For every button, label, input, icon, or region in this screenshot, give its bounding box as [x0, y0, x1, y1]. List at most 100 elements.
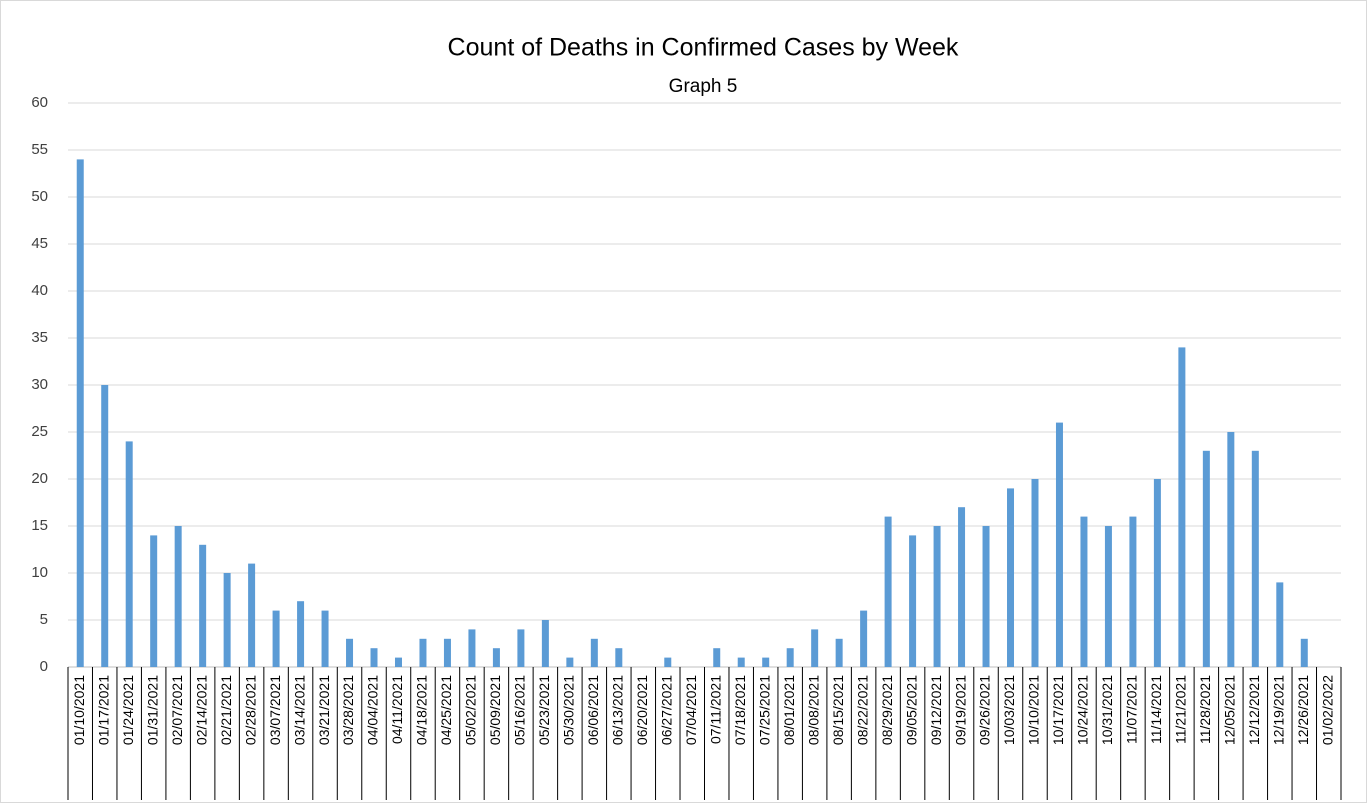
x-tick-label: 08/01/2021: [781, 675, 797, 745]
chart-title: Count of Deaths in Confirmed Cases by We…: [448, 34, 959, 62]
x-tick-label: 02/14/2021: [193, 675, 209, 745]
bar: [370, 648, 378, 667]
y-tick-label: 25: [31, 423, 48, 440]
bar: [1227, 432, 1235, 667]
x-tick-label: 11/14/2021: [1148, 675, 1164, 744]
bar: [1055, 422, 1063, 667]
bar: [199, 544, 207, 667]
bar: [835, 638, 843, 667]
bar: [517, 629, 525, 667]
x-tick-label: 12/19/2021: [1271, 675, 1287, 745]
bar: [1080, 516, 1088, 667]
bar: [468, 629, 476, 667]
bar: [615, 648, 623, 667]
bar: [321, 610, 329, 667]
x-tick-label: 01/24/2021: [120, 675, 136, 745]
x-tick-label: 11/28/2021: [1197, 675, 1213, 744]
bar: [101, 385, 109, 667]
x-tick-label: 08/22/2021: [854, 675, 870, 745]
bar: [1202, 450, 1210, 667]
x-tick-label: 09/12/2021: [928, 675, 944, 745]
bar: [737, 657, 745, 667]
bar: [1178, 347, 1186, 667]
bar: [492, 648, 500, 667]
y-tick-label: 45: [31, 235, 48, 252]
x-tick-label: 03/28/2021: [340, 675, 356, 745]
x-tick-label: 12/26/2021: [1295, 675, 1311, 745]
x-tick-label: 01/02/2022: [1319, 675, 1335, 745]
x-tick-label: 07/11/2021: [707, 675, 723, 744]
y-tick-label: 0: [40, 658, 48, 675]
bar: [786, 648, 794, 667]
y-tick-label: 15: [31, 517, 48, 534]
x-tick-label: 09/19/2021: [952, 675, 968, 745]
bar: [125, 441, 133, 667]
bar: [1276, 582, 1284, 667]
y-tick-label: 10: [31, 564, 48, 581]
x-tick-label: 06/13/2021: [610, 675, 626, 745]
y-tick-label: 40: [31, 282, 48, 299]
x-tick-label: 10/24/2021: [1075, 675, 1091, 745]
x-tick-label: 06/06/2021: [585, 675, 601, 745]
x-tick-label: 05/30/2021: [561, 675, 577, 745]
x-tick-label: 02/28/2021: [242, 675, 258, 745]
x-tick-label: 05/16/2021: [512, 675, 528, 745]
x-tick-label: 11/21/2021: [1173, 675, 1189, 744]
bar: [933, 526, 941, 667]
x-tick-label: 10/31/2021: [1099, 675, 1115, 745]
x-tick-label: 07/18/2021: [732, 675, 748, 745]
bar: [664, 657, 672, 667]
bar: [1104, 526, 1112, 667]
x-tick-label: 08/15/2021: [830, 675, 846, 745]
bar: [297, 601, 305, 667]
x-tick-label: 10/03/2021: [1001, 675, 1017, 745]
bar: [248, 563, 256, 667]
x-tick-label: 04/04/2021: [365, 675, 381, 745]
bar: [884, 516, 892, 667]
x-tick-label: 02/07/2021: [169, 675, 185, 745]
bar: [590, 638, 598, 667]
bar: [1153, 479, 1161, 667]
x-tick-label: 01/31/2021: [144, 675, 160, 745]
y-tick-label: 20: [31, 470, 48, 487]
bar: [1251, 450, 1259, 667]
y-tick-label: 35: [31, 329, 48, 346]
x-tick-label: 03/07/2021: [267, 675, 283, 745]
x-tick-label: 05/02/2021: [463, 675, 479, 745]
x-tick-label: 08/08/2021: [805, 675, 821, 745]
bar: [419, 638, 427, 667]
bar: [713, 648, 721, 667]
bar: [394, 657, 402, 667]
bar: [1007, 488, 1015, 667]
bar: [174, 526, 182, 667]
bar: [1129, 516, 1137, 667]
x-tick-label: 08/29/2021: [879, 675, 895, 745]
bar: [958, 507, 966, 667]
x-tick-label: 10/10/2021: [1026, 675, 1042, 745]
x-tick-label: 05/09/2021: [487, 675, 503, 745]
bar: [346, 638, 354, 667]
x-tick-label: 04/11/2021: [389, 675, 405, 744]
x-tick-label: 12/12/2021: [1246, 675, 1262, 745]
x-tick-label: 09/26/2021: [977, 675, 993, 745]
bar: [566, 657, 574, 667]
bar: [443, 638, 451, 667]
chart-subtitle: Graph 5: [669, 76, 738, 97]
bar: [150, 535, 158, 667]
y-tick-label: 60: [31, 94, 48, 111]
bar: [223, 573, 231, 667]
x-tick-label: 01/17/2021: [95, 675, 111, 745]
bar: [541, 620, 549, 667]
x-tick-label: 01/10/2021: [71, 675, 87, 745]
x-tick-label: 03/14/2021: [291, 675, 307, 745]
bar: [909, 535, 917, 667]
x-tick-label: 11/07/2021: [1124, 675, 1140, 744]
x-tick-label: 02/21/2021: [218, 675, 234, 745]
x-tick-label: 10/17/2021: [1050, 675, 1066, 745]
x-tick-label: 04/25/2021: [438, 675, 454, 745]
x-tick-label: 06/20/2021: [634, 675, 650, 745]
x-tick-label: 04/18/2021: [414, 675, 430, 745]
bar: [982, 526, 990, 667]
x-tick-label: 07/25/2021: [756, 675, 772, 745]
